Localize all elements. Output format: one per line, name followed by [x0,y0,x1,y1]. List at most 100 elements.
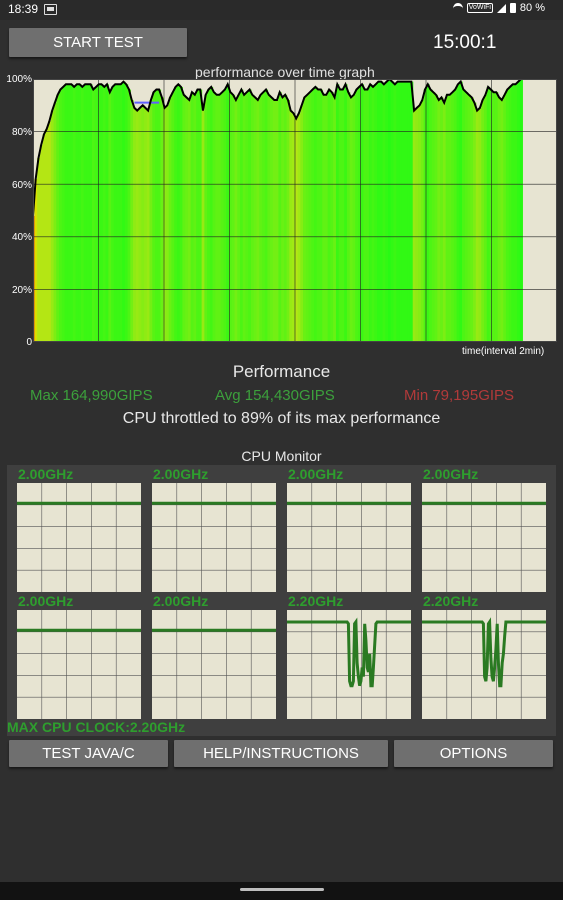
cpu-core-panel: 2.00GHz [152,466,276,592]
test-java-c-button[interactable]: TEST JAVA/C [9,740,168,767]
performance-bar [198,89,203,342]
performance-bar [311,89,315,342]
performance-bar [462,89,466,342]
performance-bar [212,92,216,342]
core-frequency-label: 2.00GHz [153,593,209,609]
performance-bar [324,94,329,342]
start-test-button[interactable]: START TEST [9,28,187,57]
graph-border [33,79,557,342]
performance-bar [272,100,277,342]
performance-bar [278,92,282,342]
performance-bar [75,84,79,342]
performance-bar [308,92,312,342]
performance-bar [89,84,93,342]
performance-bar [97,84,101,342]
vowifi-badge: VoWiFi [466,3,493,13]
performance-bar [448,94,452,342]
performance-bar [105,84,109,342]
performance-bar [83,84,88,342]
graph-title: performance over time graph [195,64,375,80]
performance-bar [379,81,384,342]
performance-bar [327,89,332,342]
performance-bar [377,81,381,342]
options-button[interactable]: OPTIONS [394,740,553,767]
performance-bar [319,89,323,342]
help-instructions-button[interactable]: HELP/INSTRUCTIONS [174,740,388,767]
performance-bar [86,84,90,342]
performance-bar [316,89,321,342]
performance-bar [229,92,233,342]
performance-title: Performance [232,362,331,381]
performance-bar [390,81,395,342]
performance-bar [61,86,66,342]
cpu-core-panel: 2.00GHz [17,593,141,719]
performance-bar [163,107,167,342]
core-frequency-label: 2.00GHz [423,466,479,482]
performance-bar [483,94,488,342]
y-tick-60: 60% [11,180,32,191]
performance-bar [50,110,55,342]
core-frequency-line [422,617,546,688]
performance-bar [511,84,515,342]
performance-bar [516,81,521,342]
performance-bar [286,100,290,342]
performance-bar [292,113,296,342]
performance-bar [56,94,60,342]
performance-bar [349,97,353,342]
performance-bar [335,84,340,342]
performance-bar [297,113,301,342]
home-gesture-handle[interactable] [240,888,324,891]
performance-bar [209,86,214,342]
performance-bar [305,94,310,342]
performance-bar [124,84,129,342]
performance-bar [248,89,252,342]
performance-bar [366,89,370,342]
cpu-core-panel: 2.00GHz [287,466,411,592]
max-cpu-clock: MAX CPU CLOCK:2.20GHz [7,719,186,735]
performance-bar [59,89,63,342]
performance-bar [168,97,173,342]
navigation-bar [0,882,563,900]
performance-bar [34,178,38,342]
performance-bar [275,100,279,342]
performance-bar [314,86,318,342]
core-graph-background [422,483,546,592]
performance-bar [135,110,140,342]
performance-bar [475,110,480,342]
performance-bar [231,94,236,342]
performance-bar [193,94,197,342]
performance-bar [489,89,493,342]
performance-bar [426,84,430,342]
core-frequency-label: 2.20GHz [288,593,344,609]
status-bar: 18:39 VoWiFi 80 % [0,0,563,20]
performance-bar [226,84,230,342]
performance-bar [259,94,263,342]
cpu-core-panel: 2.00GHz [152,593,276,719]
performance-bar [382,84,386,342]
core-frequency-line [287,617,411,688]
performance-bar [415,107,419,342]
performance-bar [374,84,378,342]
performance-bar [187,100,192,342]
cpu-core-panel: 2.00GHz [422,466,546,592]
performance-bar [157,89,162,342]
performance-bar [355,89,359,342]
performance-bar [127,89,131,342]
performance-bar [399,81,403,342]
performance-bar [122,81,126,342]
performance-bar [456,84,460,342]
performance-bar [80,86,85,342]
performance-bar [459,81,463,342]
performance-bar [165,105,170,342]
status-time: 18:39 [8,2,39,16]
performance-bar [494,92,499,342]
performance-bar [267,94,271,342]
performance-bar [250,94,255,342]
performance-bar [119,84,123,342]
performance-bar [357,86,362,342]
battery-level: 80 % [519,2,545,14]
performance-bar [111,86,115,342]
performance-bar [473,102,477,342]
performance-bar [48,121,52,342]
performance-bar [253,97,258,342]
